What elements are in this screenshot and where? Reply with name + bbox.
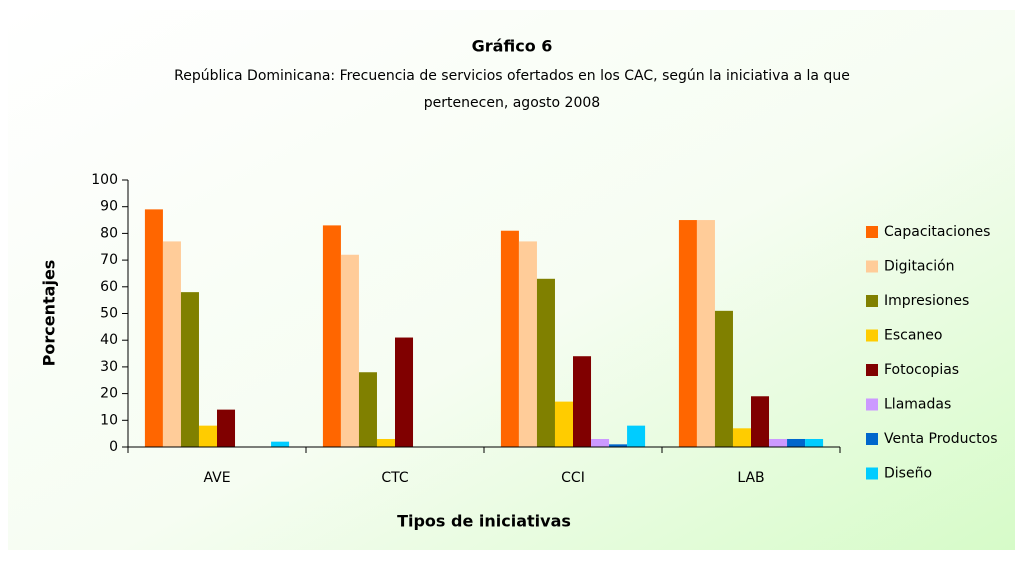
bar <box>787 438 806 447</box>
y-tick-label: 0 <box>109 439 118 455</box>
legend-label: Diseño <box>884 466 932 482</box>
bar <box>591 438 610 447</box>
legend-label: Venta Productos <box>884 431 998 447</box>
x-tick-label: CCI <box>561 470 585 486</box>
x-tick-label: CTC <box>381 470 409 486</box>
bar <box>198 425 217 447</box>
bar <box>769 438 788 447</box>
legend-label: Escaneo <box>884 328 942 344</box>
y-tick-label: 80 <box>100 225 118 241</box>
legend-swatch <box>866 467 878 480</box>
legend-label: Impresiones <box>884 293 969 309</box>
legend-swatch <box>866 433 878 445</box>
bar <box>144 209 163 447</box>
bar <box>271 441 290 447</box>
y-tick-label: 30 <box>100 359 118 375</box>
x-tick-label: LAB <box>737 470 764 486</box>
legend-swatch <box>866 260 878 273</box>
y-tick-label: 60 <box>100 279 118 295</box>
bar <box>322 225 341 447</box>
x-tick-label: AVE <box>203 470 230 486</box>
y-tick-label: 70 <box>100 252 118 268</box>
bar <box>732 428 751 447</box>
x-axis-label: Tipos de iniciativas <box>397 512 571 531</box>
legend-swatch <box>866 226 878 238</box>
bar <box>162 241 181 447</box>
bar <box>805 438 824 447</box>
y-tick-label: 50 <box>100 306 118 322</box>
legend-label: Llamadas <box>884 397 951 413</box>
bar <box>714 310 733 447</box>
bar <box>573 356 592 447</box>
bar <box>217 409 236 447</box>
y-tick-label: 40 <box>100 332 118 348</box>
y-axis-label: Porcentajes <box>40 260 59 367</box>
bar <box>554 401 573 447</box>
bar <box>376 438 395 447</box>
y-tick-label: 100 <box>91 172 118 188</box>
chart-subtitle: República Dominicana: Frecuencia de serv… <box>174 68 850 84</box>
bar <box>500 230 519 447</box>
legend-label: Fotocopias <box>884 362 959 378</box>
bar <box>696 220 715 447</box>
bar <box>395 337 414 447</box>
y-tick-label: 10 <box>100 412 118 428</box>
legend-swatch <box>866 398 878 411</box>
bar <box>358 372 377 447</box>
y-tick-label: 20 <box>100 386 118 402</box>
legend-label: Digitación <box>884 259 955 275</box>
chart-title: Gráfico 6 <box>472 37 553 56</box>
bar <box>340 254 359 447</box>
bar <box>678 220 697 447</box>
bar <box>518 241 537 447</box>
bar <box>536 278 555 447</box>
bar <box>609 444 628 447</box>
legend-swatch <box>866 295 878 307</box>
legend-label: Capacitaciones <box>884 224 990 240</box>
y-tick-label: 90 <box>100 199 118 215</box>
chart-subtitle: pertenecen, agosto 2008 <box>424 95 600 111</box>
legend-swatch <box>866 364 878 376</box>
bar <box>751 396 770 447</box>
legend-swatch <box>866 329 878 342</box>
bar <box>627 425 646 447</box>
bar <box>180 292 199 447</box>
